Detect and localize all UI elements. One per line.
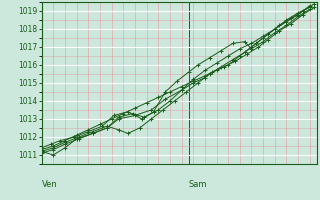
Text: Sam: Sam — [188, 180, 207, 189]
Text: Ven: Ven — [42, 180, 57, 189]
